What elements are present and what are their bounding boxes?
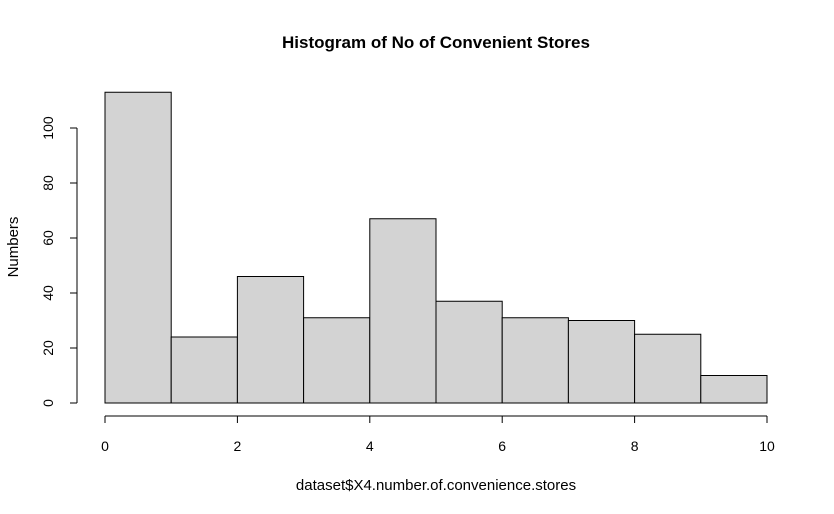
y-tick-label: 0 [40,399,56,407]
x-tick-label: 0 [101,438,109,454]
histogram-bar [501,317,569,404]
y-tick-label: 20 [40,340,56,356]
histogram-bar [634,333,702,404]
x-tick-label: 4 [366,438,374,454]
x-axis: 0 2 4 6 8 10 [101,415,775,454]
y-tick-label: 40 [40,285,56,301]
x-tick-label: 8 [631,438,639,454]
histogram-bar [435,300,503,404]
x-tick-label: 10 [759,438,775,454]
y-axis-label: Numbers [5,217,22,278]
histogram-bar [700,375,768,404]
histogram-bar [104,91,172,404]
histogram-bar [236,276,305,404]
chart-title: Histogram of No of Convenient Stores [282,33,590,52]
y-tick-label: 80 [40,175,56,191]
histogram-bar [303,317,371,404]
y-axis: 0 20 40 60 80 100 [40,116,78,407]
x-tick-label: 2 [234,438,242,454]
histogram-bar [170,336,238,404]
x-tick-label: 6 [498,438,506,454]
x-axis-label: dataset$X4.number.of.convenience.stores [296,477,576,494]
bars-group [104,91,768,404]
y-tick-label: 100 [40,116,56,140]
y-tick-label: 60 [40,230,56,246]
histogram-bar [369,218,437,404]
histogram-bar [567,320,636,404]
